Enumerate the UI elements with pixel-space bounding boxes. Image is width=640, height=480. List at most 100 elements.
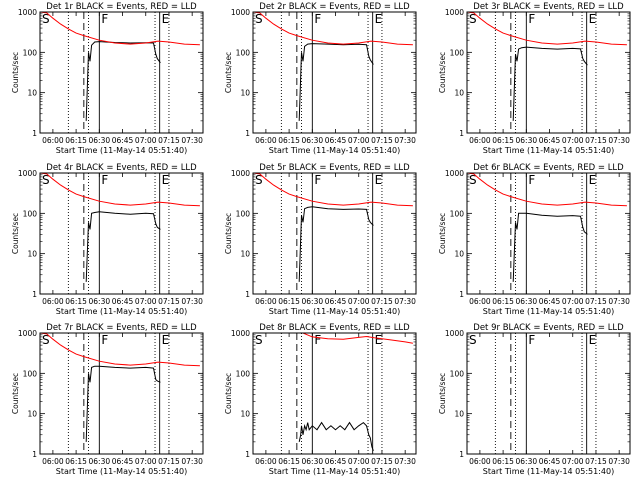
y-tick-label: 10 bbox=[454, 250, 464, 259]
y-axis-label: Counts/sec bbox=[224, 213, 233, 254]
y-tick-label: 1000 bbox=[231, 169, 250, 178]
x-tick-label: 06:00 bbox=[469, 457, 491, 466]
x-tick-label: 07:30 bbox=[181, 136, 203, 145]
x-tick-label: 06:00 bbox=[255, 297, 277, 306]
marker-label-e: E bbox=[589, 12, 597, 26]
y-tick-label: 1 bbox=[459, 450, 464, 459]
events-series-line bbox=[85, 41, 161, 121]
x-tick-label: 07:00 bbox=[135, 297, 157, 306]
plot-frame bbox=[466, 11, 631, 134]
x-tick-label: 07:15 bbox=[371, 297, 393, 306]
marker-label-s: S bbox=[42, 333, 50, 347]
x-tick-label: 06:45 bbox=[539, 457, 561, 466]
panel-title: Det 2r BLACK = Events, RED = LLD bbox=[259, 2, 410, 12]
y-tick-label: 10 bbox=[240, 89, 250, 98]
x-tick-label: 06:15 bbox=[492, 457, 514, 466]
x-tick-label: 06:30 bbox=[89, 136, 111, 145]
x-tick-label: 06:45 bbox=[325, 136, 347, 145]
panel-title: Det 1r BLACK = Events, RED = LLD bbox=[46, 2, 197, 12]
x-tick-label: 06:15 bbox=[65, 136, 87, 145]
plot-frame bbox=[39, 172, 204, 295]
x-tick-label: 07:15 bbox=[371, 136, 393, 145]
x-tick-label: 07:15 bbox=[585, 297, 607, 306]
x-tick-label: 06:30 bbox=[516, 457, 538, 466]
y-tick-label: 1 bbox=[245, 129, 250, 138]
panel-title: Det 6r BLACK = Events, RED = LLD bbox=[473, 163, 624, 173]
x-axis-label: Start Time (11-May-14 05:51:40) bbox=[269, 146, 400, 155]
panel-title: Det 8r BLACK = Events, RED = LLD bbox=[259, 323, 410, 333]
panel-title: Det 4r BLACK = Events, RED = LLD bbox=[46, 163, 197, 173]
marker-label-f: F bbox=[314, 12, 321, 26]
lld-series-line bbox=[253, 173, 413, 207]
marker-label-f: F bbox=[528, 12, 535, 26]
y-tick-label: 1 bbox=[459, 129, 464, 138]
events-series-line bbox=[298, 206, 374, 282]
x-tick-label: 07:30 bbox=[608, 136, 630, 145]
y-tick-label: 100 bbox=[236, 48, 251, 57]
x-tick-label: 06:30 bbox=[302, 457, 324, 466]
y-tick-label: 100 bbox=[23, 369, 38, 378]
x-tick-label: 07:00 bbox=[135, 136, 157, 145]
x-tick-label: 07:00 bbox=[348, 297, 370, 306]
x-tick-label: 06:00 bbox=[42, 136, 64, 145]
y-tick-label: 1 bbox=[32, 129, 37, 138]
x-tick-label: 06:00 bbox=[42, 297, 64, 306]
y-axis-label: Counts/sec bbox=[438, 373, 447, 414]
panel-title: Det 9r BLACK = Events, RED = LLD bbox=[473, 323, 624, 333]
marker-label-s: S bbox=[469, 12, 477, 26]
events-series-line bbox=[298, 43, 374, 121]
y-tick-label: 10 bbox=[27, 410, 37, 419]
lld-series-line bbox=[40, 333, 200, 367]
x-tick-label: 06:15 bbox=[278, 136, 300, 145]
x-tick-label: 06:15 bbox=[278, 297, 300, 306]
x-tick-label: 07:00 bbox=[562, 136, 584, 145]
x-tick-label: 07:15 bbox=[158, 457, 180, 466]
x-tick-label: 06:45 bbox=[112, 457, 134, 466]
plot-frame bbox=[252, 11, 417, 134]
x-tick-label: 07:00 bbox=[348, 457, 370, 466]
events-series-line bbox=[298, 421, 374, 451]
x-tick-label: 06:30 bbox=[302, 297, 324, 306]
series-group bbox=[253, 12, 413, 121]
x-tick-label: 07:00 bbox=[135, 457, 157, 466]
marker-label-s: S bbox=[255, 12, 263, 26]
y-axis-label: Counts/sec bbox=[224, 373, 233, 414]
y-tick-label: 1000 bbox=[231, 8, 250, 17]
y-tick-label: 1000 bbox=[445, 8, 464, 17]
x-tick-label: 07:30 bbox=[394, 457, 416, 466]
y-tick-label: 1 bbox=[32, 290, 37, 299]
lld-series-line bbox=[467, 12, 627, 46]
marker-label-e: E bbox=[375, 12, 383, 26]
marker-label-e: E bbox=[589, 173, 597, 187]
y-axis-label: Counts/sec bbox=[11, 52, 20, 93]
x-tick-label: 06:45 bbox=[325, 457, 347, 466]
y-tick-label: 1 bbox=[32, 450, 37, 459]
detector-panel-3: Det 3r BLACK = Events, RED = LLD 1 10 100 10… bbox=[438, 2, 631, 155]
x-tick-label: 07:15 bbox=[585, 136, 607, 145]
lld-series-line bbox=[302, 333, 413, 344]
x-tick-label: 06:30 bbox=[302, 136, 324, 145]
detector-panel-1: Det 1r BLACK = Events, RED = LLD 1 10 100 10… bbox=[11, 2, 204, 155]
marker-label-s: S bbox=[255, 333, 263, 347]
marker-label-e: E bbox=[162, 173, 170, 187]
y-axis-label: Counts/sec bbox=[224, 52, 233, 93]
plot-frame bbox=[466, 172, 631, 295]
x-tick-label: 06:00 bbox=[255, 136, 277, 145]
y-axis-label: Counts/sec bbox=[438, 213, 447, 254]
x-tick-label: 07:00 bbox=[348, 136, 370, 145]
y-tick-label: 1000 bbox=[445, 169, 464, 178]
series-group bbox=[298, 333, 413, 451]
marker-label-f: F bbox=[101, 12, 108, 26]
x-tick-label: 06:00 bbox=[255, 457, 277, 466]
y-tick-label: 100 bbox=[23, 209, 38, 218]
x-tick-label: 06:00 bbox=[469, 297, 491, 306]
panel-title: Det 5r BLACK = Events, RED = LLD bbox=[259, 163, 410, 173]
y-tick-label: 100 bbox=[450, 369, 465, 378]
x-tick-label: 07:15 bbox=[158, 297, 180, 306]
x-tick-label: 06:45 bbox=[539, 136, 561, 145]
x-axis-label: Start Time (11-May-14 05:51:40) bbox=[56, 307, 187, 316]
marker-label-s: S bbox=[469, 333, 477, 347]
events-series-line bbox=[512, 212, 588, 282]
x-tick-label: 06:30 bbox=[516, 136, 538, 145]
